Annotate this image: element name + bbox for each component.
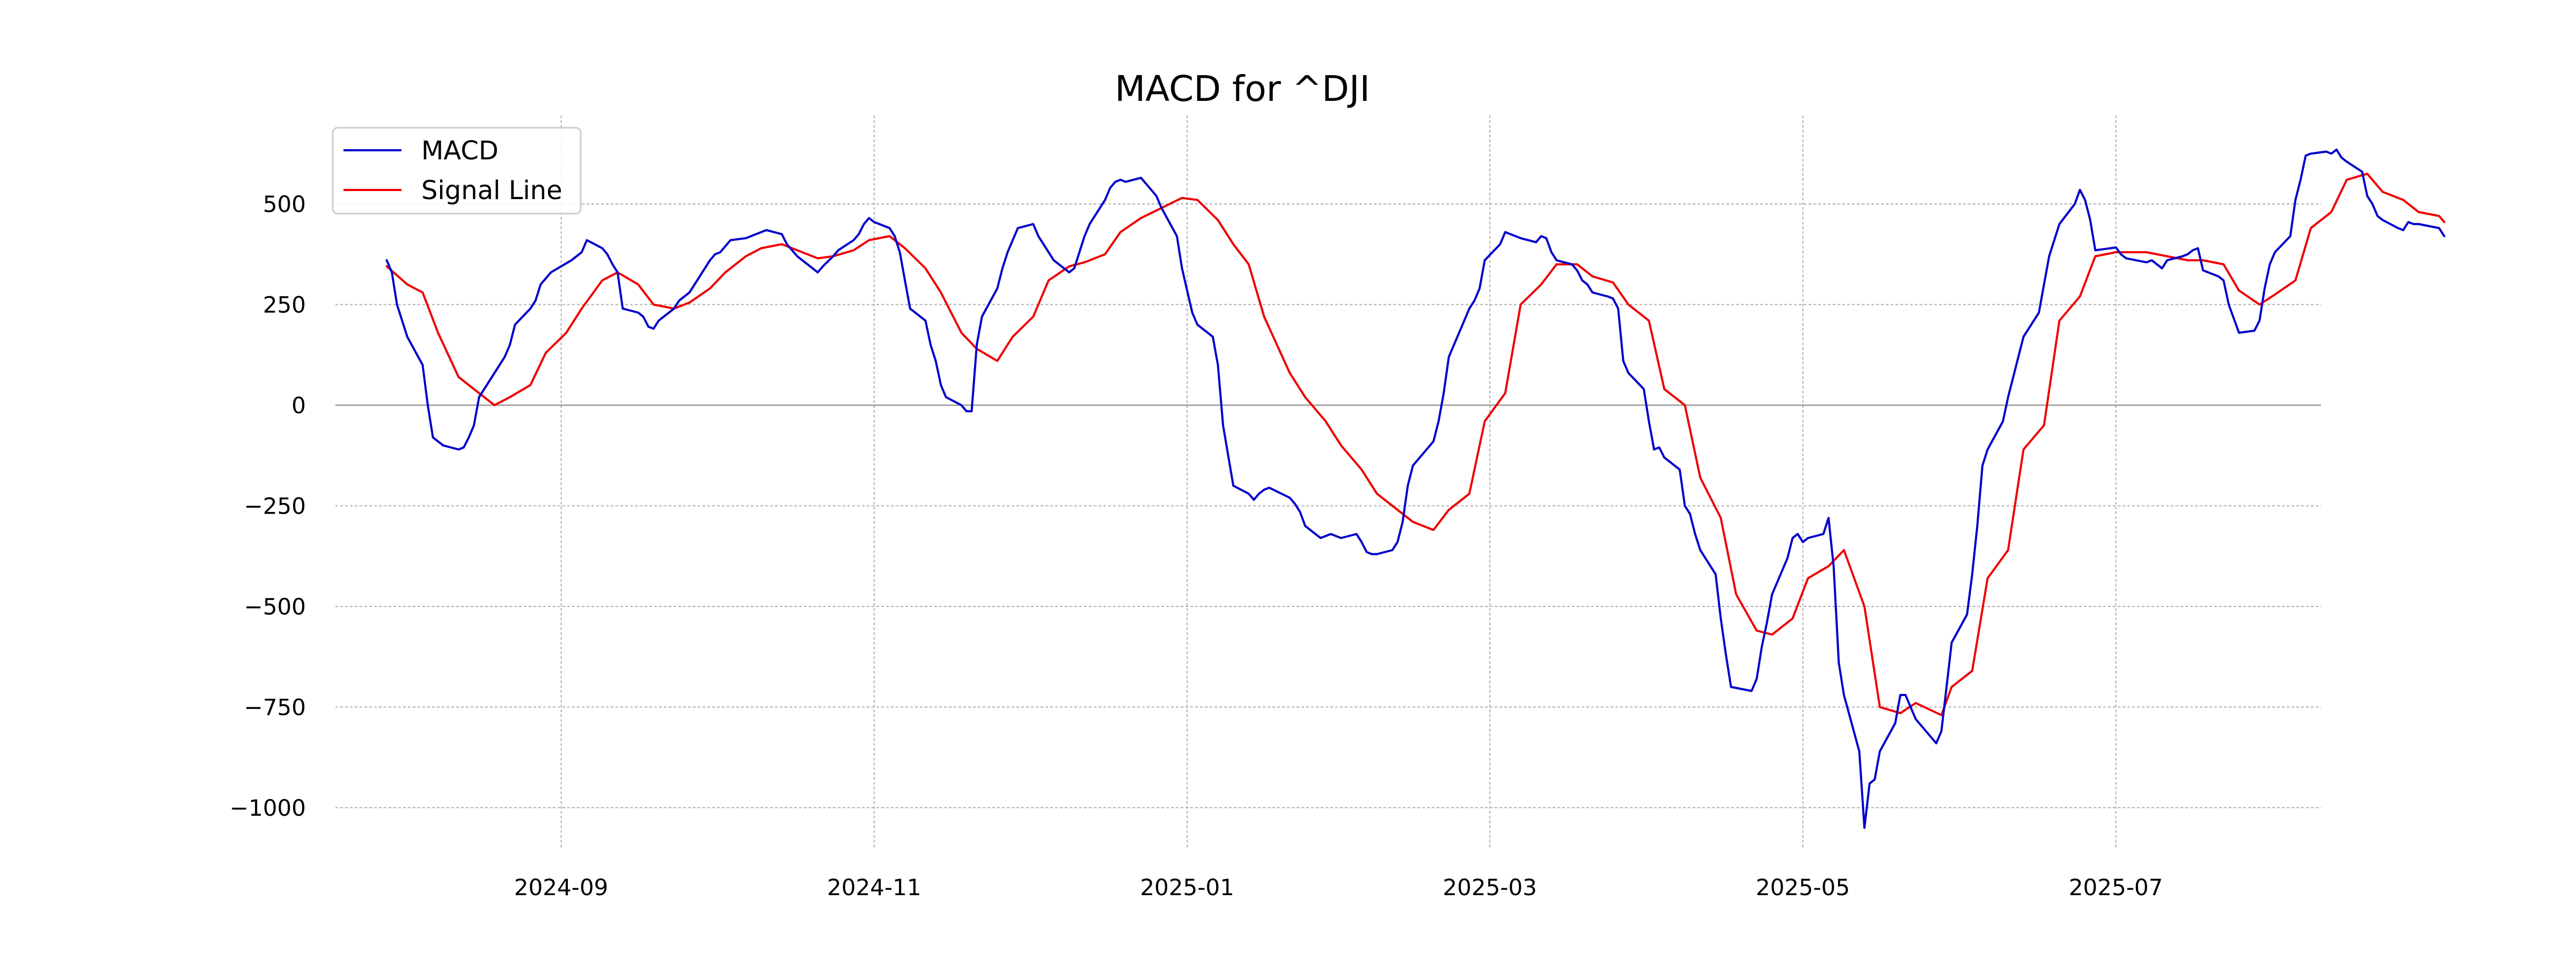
signal-line bbox=[385, 172, 2446, 716]
y-tick-label: −1000 bbox=[230, 795, 306, 821]
y-axis-ticks: 500 250 0 −250 −500 −750 −1000 bbox=[230, 191, 306, 821]
y-tick-label: 0 bbox=[291, 392, 306, 419]
x-tick-label: 2024-11 bbox=[827, 874, 921, 901]
x-tick-label: 2025-01 bbox=[1140, 874, 1234, 901]
legend-macd-label: MACD bbox=[421, 136, 499, 166]
grid-lines bbox=[335, 115, 2321, 848]
x-tick-label: 2025-07 bbox=[2069, 874, 2163, 901]
x-axis-ticks: 2024-09 2024-11 2025-01 2025-03 2025-05 2025-… bbox=[514, 874, 2163, 901]
y-tick-label: −250 bbox=[244, 493, 306, 519]
series-lines bbox=[385, 148, 2446, 829]
macd-line bbox=[385, 148, 2446, 829]
legend-signal-label: Signal Line bbox=[421, 175, 562, 206]
y-tick-label: −500 bbox=[244, 594, 306, 620]
legend: MACD Signal Line bbox=[332, 127, 582, 215]
y-tick-label: −750 bbox=[244, 694, 306, 721]
x-tick-label: 2024-09 bbox=[514, 874, 609, 901]
x-tick-label: 2025-05 bbox=[1756, 874, 1850, 901]
chart-title: MACD for ^DJI bbox=[1115, 68, 1370, 109]
y-tick-label: 500 bbox=[263, 191, 306, 217]
y-tick-label: 250 bbox=[263, 292, 306, 318]
x-tick-label: 2025-03 bbox=[1443, 874, 1537, 901]
